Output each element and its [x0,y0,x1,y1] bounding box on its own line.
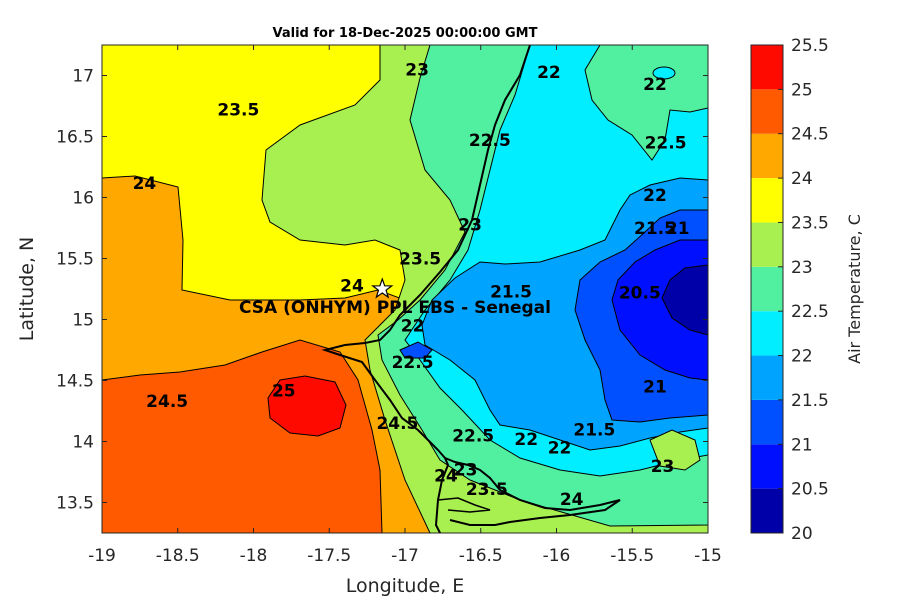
band-20 [661,264,708,336]
colorbar-swatch [751,399,783,445]
x-tick-label: -17.5 [307,546,351,566]
river-inner [437,497,491,513]
map-title: Valid for 18-Dec-2025 00:00:00 GMT [273,26,538,41]
contour-label: 23.5 [466,480,508,500]
y-tick-label: 13.5 [56,494,94,514]
contour-label: 24 [560,490,584,510]
contour-label: 22.5 [469,131,511,151]
contour-label: 24 [434,467,458,487]
y-tick-label: 15 [72,311,94,331]
x-tick-label: -15 [694,546,722,566]
contour-label: 22 [548,439,572,459]
contour-label: 22.5 [452,426,494,446]
contour-label: 23.5 [217,101,259,121]
y-tick-label: 14.5 [56,372,94,392]
colorbar-tick-label: 20 [791,524,813,544]
contour-label: 23.5 [399,250,441,270]
contour-label: 22.5 [645,134,687,154]
contour-label: 23 [651,457,675,477]
contour-label: 22 [643,75,667,95]
colorbar-tick-label: 24 [791,169,813,189]
contour-label: 24 [133,174,157,194]
contour-label: 21.5 [490,282,532,302]
colorbar-tick-label: 25.5 [791,36,829,56]
colorbar-swatch [751,45,783,90]
x-tick-label: -17 [391,546,419,566]
colorbar-swatch [751,133,783,179]
temperature-field [102,45,708,533]
contour-label: 22 [537,63,561,83]
contour-label: 21 [643,378,667,398]
colorbar-swatch [751,266,783,312]
contour-label: 25 [272,381,296,401]
y-tick-label: 17 [72,67,94,87]
x-tick-label: -16 [543,546,571,566]
contour-label: 23 [458,215,482,235]
contour-label: 21 [666,219,690,239]
colorbar-swatch [751,444,783,489]
colorbar-frame [750,44,784,534]
colorbar-tick-label: 20.5 [791,480,829,500]
y-tick-label: 16 [72,189,94,209]
colorbar-tick-label: 23 [791,258,813,278]
colorbar-tick-label: 21 [791,435,813,455]
colorbar-swatch [751,355,783,400]
contour-label: 22 [514,430,538,450]
colorbar: 20 20.5 21 21.5 22 22.5 23 23.5 24 24.5 25 25.5 [750,36,829,544]
colorbar-swatch [751,89,783,134]
y-tick-label: 14 [72,433,94,453]
x-tick-label: -18 [240,546,268,566]
y-tick-label: 15.5 [56,250,94,270]
colorbar-tick-label: 21.5 [791,391,829,411]
x-axis-ticks: -19 -18.5 -18 -17.5 -17 -16.5 -16 -15.5 -15 [88,45,722,566]
site-label: CSA (ONHYM) PPL EBS - Senegal [239,298,551,318]
contour-label: 23 [454,461,478,481]
band-23-patch-se [649,429,701,471]
band-22-patch-top [652,66,676,80]
colorbar-swatch [751,178,783,223]
river [444,457,621,526]
x-axis-label: Longitude, E [346,575,465,597]
contour-label: 22.5 [392,353,434,373]
colorbar-swatch [751,311,783,356]
colorbar-swatch [751,488,783,533]
contour-label: 23 [405,60,429,80]
contour-label: 24.5 [146,392,188,412]
band-22_5-ne [584,45,708,161]
contour-label: 21.5 [573,420,615,440]
x-tick-label: -19 [88,546,116,566]
colorbar-tick-label: 24.5 [791,125,829,145]
contour-label: 22 [401,317,425,337]
colorbar-swatch [751,222,783,267]
y-axis-ticks: 13.5 14 14.5 15 15.5 16 16.5 17 [56,67,708,514]
site-star-icon [371,277,394,299]
contour-label: 22 [643,186,667,206]
colorbar-tick-label: 22 [791,347,813,367]
colorbar-tick-label: 25 [791,80,813,100]
x-tick-label: -16.5 [459,546,503,566]
x-tick-label: -18.5 [156,546,200,566]
colorbar-tick-label: 23.5 [791,213,829,233]
band-21-patch [399,341,433,359]
contour-label: 21.5 [634,219,676,239]
colorbar-tick-label: 22.5 [791,302,829,322]
band-25 [267,375,347,437]
y-axis-label: Latitude, N [16,237,38,342]
colorbar-label: Air Temperature, C [845,214,864,364]
contour-label: 24 [340,276,364,296]
contour-label: 20.5 [619,284,661,304]
y-tick-label: 16.5 [56,128,94,148]
x-tick-label: -15.5 [610,546,654,566]
contour-label: 24.5 [376,414,418,434]
